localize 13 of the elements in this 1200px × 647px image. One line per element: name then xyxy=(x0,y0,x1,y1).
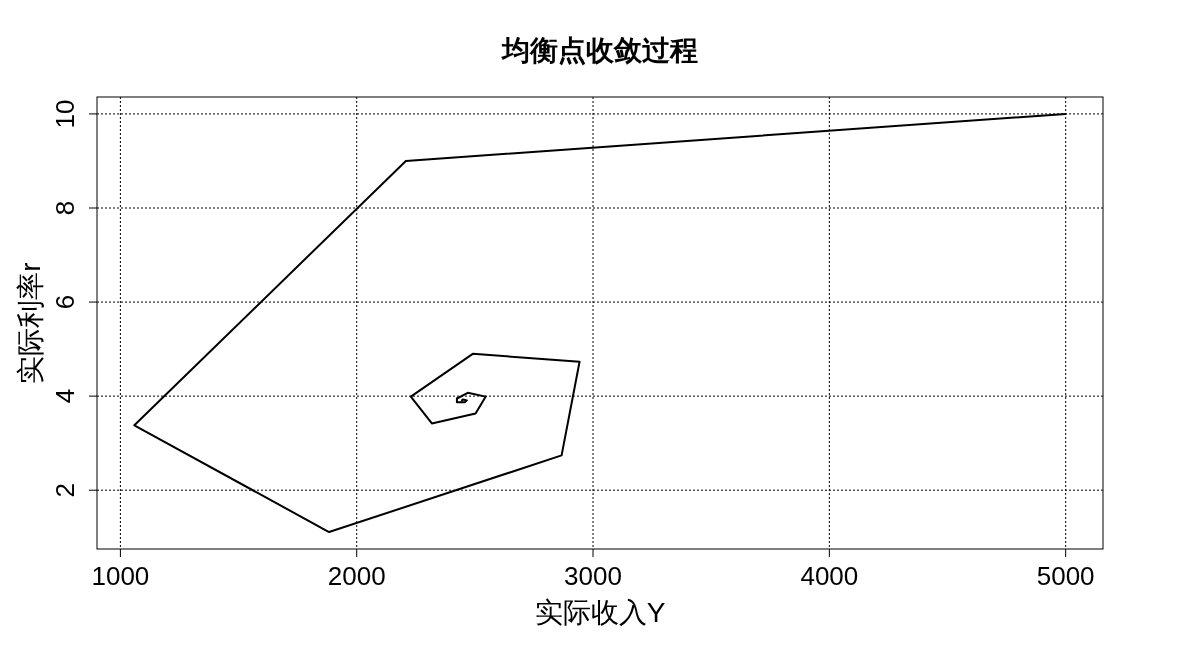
x-tick-label: 5000 xyxy=(1036,561,1095,591)
y-tick-label: 4 xyxy=(50,388,80,404)
x-axis-title: 实际收入Y xyxy=(534,597,666,628)
chart-title: 均衡点收敛过程 xyxy=(500,35,698,66)
y-tick-label: 10 xyxy=(50,99,80,129)
y-tick-label: 8 xyxy=(50,200,80,216)
x-tick-label: 3000 xyxy=(564,561,622,591)
y-axis-title: 实际利率r xyxy=(15,262,46,384)
x-tick-label: 2000 xyxy=(327,561,386,591)
x-tick-label: 4000 xyxy=(800,561,859,591)
y-tick-label: 6 xyxy=(50,294,80,310)
x-tick-label: 1000 xyxy=(91,561,150,591)
y-tick-label: 2 xyxy=(50,482,80,498)
